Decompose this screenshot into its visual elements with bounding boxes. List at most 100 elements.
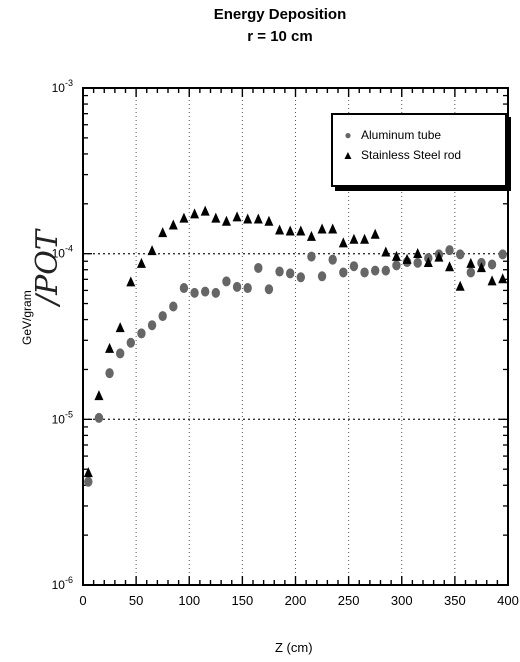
data-point-aluminum — [445, 245, 454, 256]
data-point-steel — [168, 219, 178, 230]
x-tick-label: 0 — [79, 593, 86, 608]
data-point-steel — [264, 215, 274, 226]
data-point-steel — [147, 245, 157, 256]
data-point-steel — [136, 257, 146, 268]
data-point-steel — [338, 237, 348, 248]
y-tick-label: 10-5 — [52, 409, 73, 426]
x-tick-label: 300 — [391, 593, 413, 608]
x-tick-label: 400 — [497, 593, 519, 608]
y-tick-label: 10-6 — [52, 575, 73, 592]
data-point-aluminum — [349, 261, 359, 272]
data-point-steel — [349, 233, 359, 244]
data-point-aluminum — [296, 272, 306, 283]
data-point-aluminum — [455, 249, 465, 260]
data-point-steel — [105, 342, 115, 353]
data-point-aluminum — [179, 283, 189, 294]
data-point-aluminum — [232, 281, 242, 292]
data-point-steel — [243, 213, 253, 224]
data-point-aluminum — [360, 267, 369, 278]
data-point-aluminum — [487, 259, 497, 270]
data-point-aluminum — [254, 262, 263, 273]
data-point-steel — [179, 212, 189, 223]
data-point-steel — [115, 322, 125, 333]
data-point-steel — [211, 212, 221, 223]
data-point-steel — [498, 273, 508, 284]
x-tick-label: 250 — [338, 593, 360, 608]
data-point-aluminum — [84, 476, 93, 487]
x-tick-label: 350 — [444, 593, 466, 608]
data-point-aluminum — [307, 251, 316, 262]
data-point-steel — [285, 225, 295, 236]
chart-legend: ● Aluminum tube ▲ Stainless Steel rod — [331, 113, 507, 187]
data-point-aluminum — [222, 276, 231, 287]
data-point-aluminum — [264, 284, 274, 295]
data-point-steel — [434, 251, 444, 262]
legend-label-steel: Stainless Steel rod — [361, 148, 462, 162]
data-point-aluminum — [275, 266, 284, 277]
data-point-aluminum — [94, 412, 104, 423]
data-point-steel — [423, 257, 433, 268]
data-point-steel — [476, 262, 486, 273]
legend-entry-aluminum: ● Aluminum tube — [341, 127, 441, 143]
y-tick-label: 10-4 — [52, 244, 73, 261]
data-point-aluminum — [317, 271, 327, 282]
data-point-aluminum — [285, 268, 295, 279]
data-point-aluminum — [211, 287, 221, 298]
data-point-steel — [328, 223, 338, 234]
data-point-aluminum — [105, 368, 114, 379]
data-point-steel — [360, 233, 370, 244]
legend-entry-steel: ▲ Stainless Steel rod — [341, 147, 461, 163]
x-tick-label: 50 — [129, 593, 143, 608]
data-point-aluminum — [328, 254, 337, 265]
data-point-steel — [221, 215, 231, 226]
y-tick-label: 10-3 — [52, 78, 73, 95]
chart-title-block: Energy Deposition r = 10 cm — [150, 4, 410, 48]
data-point-steel — [466, 257, 476, 268]
data-point-steel — [317, 223, 327, 234]
data-point-steel — [455, 280, 465, 291]
circle-marker-icon: ● — [344, 128, 352, 142]
data-point-steel — [487, 275, 497, 286]
data-point-steel — [275, 224, 285, 235]
data-point-steel — [253, 213, 263, 224]
data-point-aluminum — [243, 283, 252, 294]
x-tick-label: 150 — [232, 593, 254, 608]
chart-subtitle: r = 10 cm — [247, 28, 313, 45]
data-point-steel — [126, 276, 136, 287]
x-tick-label: 200 — [285, 593, 307, 608]
triangle-marker-icon: ▲ — [342, 148, 354, 162]
data-point-aluminum — [466, 267, 476, 278]
data-point-steel — [94, 390, 104, 401]
legend-label-aluminum: Aluminum tube — [361, 128, 442, 142]
data-point-aluminum — [200, 286, 210, 297]
data-point-aluminum — [169, 301, 178, 312]
data-point-aluminum — [158, 311, 167, 322]
data-point-steel — [413, 247, 423, 258]
chart-title: Energy Deposition — [213, 6, 347, 23]
data-point-aluminum — [115, 348, 125, 359]
data-point-aluminum — [147, 320, 157, 331]
data-point-aluminum — [339, 267, 348, 278]
x-axis-label: Z (cm) — [275, 640, 313, 655]
data-point-aluminum — [392, 260, 401, 271]
data-point-steel — [232, 211, 242, 222]
data-point-steel — [200, 205, 210, 216]
data-point-aluminum — [381, 265, 391, 276]
data-point-aluminum — [370, 265, 380, 276]
data-point-steel — [158, 227, 168, 238]
data-point-aluminum — [137, 328, 146, 339]
data-point-steel — [83, 467, 93, 478]
data-point-steel — [370, 228, 380, 239]
data-point-steel — [402, 253, 412, 264]
x-tick-label: 100 — [178, 593, 200, 608]
data-point-steel — [445, 261, 455, 272]
data-point-aluminum — [126, 337, 136, 348]
data-point-steel — [391, 250, 401, 261]
data-point-steel — [190, 208, 200, 219]
data-point-steel — [306, 230, 316, 241]
data-point-aluminum — [413, 257, 422, 268]
data-point-steel — [296, 225, 306, 236]
data-point-aluminum — [190, 287, 199, 298]
data-point-steel — [381, 246, 391, 257]
